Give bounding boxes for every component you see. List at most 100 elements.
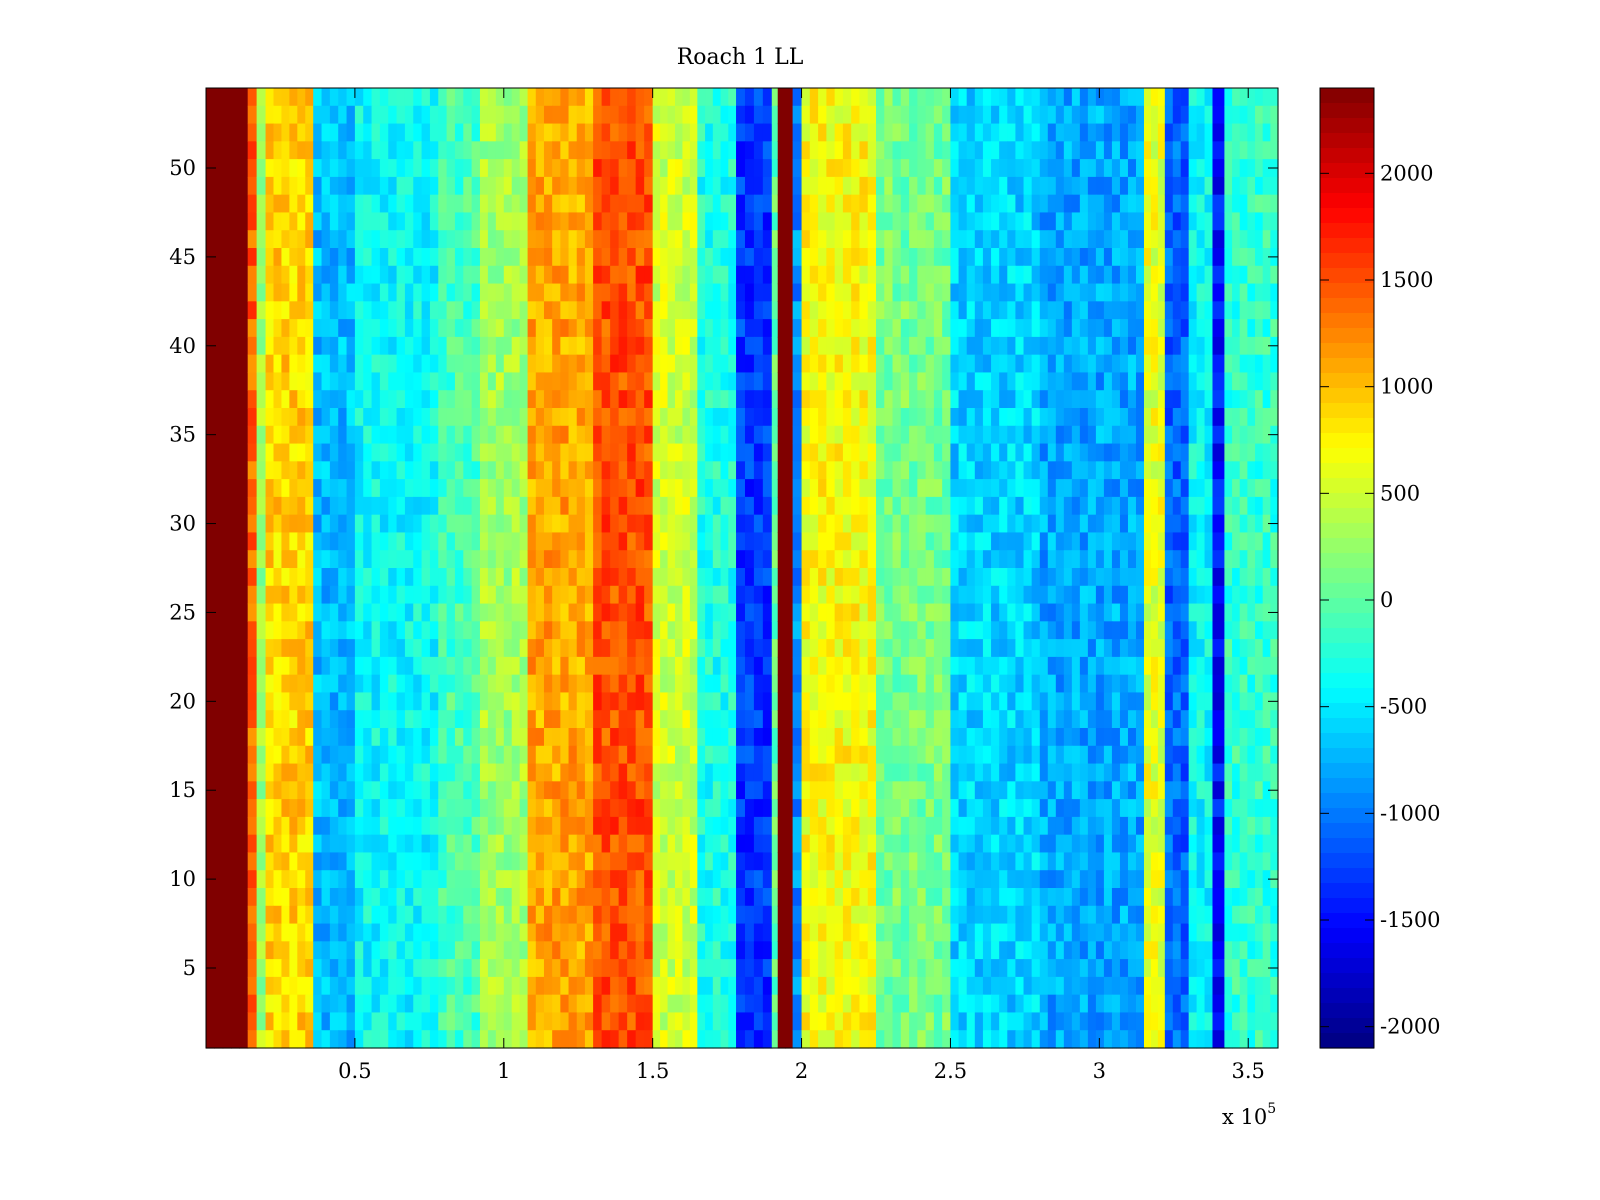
heatmap-cell: [627, 603, 637, 622]
heatmap-cell: [697, 1030, 706, 1049]
heatmap-cell: [675, 905, 684, 925]
heatmap-cell: [736, 159, 746, 178]
heatmap-cell: [884, 994, 894, 1014]
heatmap-cell: [777, 532, 786, 551]
heatmap-cell: [917, 141, 927, 160]
heatmap-cell: [527, 692, 537, 711]
heatmap-cell: [618, 976, 628, 996]
heatmap-cell: [762, 1012, 773, 1031]
heatmap-cell: [712, 88, 722, 107]
heatmap-cell: [247, 799, 258, 818]
heatmap-cell: [867, 923, 877, 942]
heatmap-cell: [329, 354, 339, 374]
heatmap-cell: [371, 301, 381, 320]
heatmap-cell: [744, 745, 755, 765]
heatmap-cell: [214, 799, 224, 818]
heatmap-cell: [991, 194, 1000, 214]
heatmap-cell: [762, 532, 773, 551]
heatmap-cell: [627, 834, 637, 854]
heatmap-cell: [297, 674, 306, 694]
heatmap-cell: [682, 283, 691, 302]
heatmap-cell: [660, 123, 669, 142]
heatmap-cell: [222, 479, 232, 498]
heatmap-cell: [627, 728, 637, 747]
heatmap-cell: [273, 1012, 283, 1031]
heatmap-cell: [689, 976, 698, 996]
heatmap-cell: [363, 105, 373, 125]
heatmap-cell: [495, 710, 505, 729]
heatmap-cell: [321, 959, 331, 978]
heatmap-cell: [909, 479, 918, 498]
heatmap-cell: [429, 976, 439, 996]
heatmap-cell: [527, 728, 537, 747]
heatmap-cell: [527, 88, 537, 107]
heatmap-cell: [543, 568, 553, 587]
heatmap-cell: [231, 905, 240, 925]
heatmap-cell: [660, 319, 669, 338]
heatmap-cell: [867, 461, 877, 480]
heatmap-cell: [966, 88, 976, 107]
heatmap-cell: [379, 354, 389, 374]
heatmap-cell: [689, 994, 698, 1014]
heatmap-cell: [652, 408, 661, 427]
heatmap-cell: [543, 105, 553, 125]
heatmap-cell: [273, 176, 283, 196]
heatmap-cell: [675, 1012, 684, 1031]
heatmap-cell: [682, 265, 691, 285]
heatmap-cell: [1023, 159, 1033, 178]
heatmap-cell: [660, 230, 669, 249]
heatmap-cell: [966, 123, 976, 142]
heatmap-cell: [265, 639, 275, 658]
heatmap-cell: [479, 425, 489, 445]
heatmap-cell: [697, 336, 706, 356]
heatmap-cell: [909, 461, 918, 480]
heatmap-cell: [610, 923, 620, 942]
heatmap-cell: [652, 354, 661, 374]
heatmap-cell: [753, 976, 764, 996]
heatmap-cell: [792, 176, 803, 196]
heatmap-cell: [222, 336, 232, 356]
heatmap-cell: [958, 159, 968, 178]
heatmap-cell: [601, 639, 611, 658]
heatmap-cell: [479, 461, 489, 480]
heatmap-cell: [354, 248, 364, 267]
heatmap-cell: [675, 514, 684, 534]
heatmap-cell: [842, 799, 852, 818]
heatmap-cell: [933, 781, 943, 800]
heatmap-cell: [321, 994, 331, 1014]
heatmap-cell: [214, 408, 224, 427]
heatmap-cell: [933, 230, 943, 249]
heatmap-cell: [771, 230, 779, 249]
heatmap-cell: [762, 443, 773, 462]
heatmap-cell: [867, 496, 877, 516]
heatmap-cell: [867, 194, 877, 214]
heatmap-cell: [231, 745, 240, 765]
heatmap-cell: [495, 692, 505, 711]
heatmap-cell: [535, 852, 545, 871]
heatmap-cell: [471, 692, 481, 711]
heatmap-cell: [660, 265, 669, 285]
heatmap-cell: [682, 248, 691, 267]
heatmap-cell: [256, 568, 267, 587]
heatmap-cell: [762, 372, 773, 391]
heatmap-cell: [876, 728, 885, 747]
heatmap-cell: [388, 1012, 398, 1031]
heatmap-cell: [884, 496, 894, 516]
heatmap-cell: [321, 852, 331, 871]
heatmap-cell: [593, 194, 603, 214]
heatmap-cell: [206, 799, 215, 818]
heatmap-cell: [974, 88, 984, 107]
heatmap-cell: [884, 852, 894, 871]
heatmap-cell: [346, 852, 356, 871]
heatmap-cell: [429, 745, 439, 765]
heatmap-cell: [712, 692, 722, 711]
heatmap-cell: [785, 283, 794, 302]
heatmap-cell: [909, 230, 918, 249]
heatmap-cell: [396, 532, 406, 551]
heatmap-cell: [900, 354, 910, 374]
heatmap-cell: [479, 230, 489, 249]
heatmap-cell: [231, 603, 240, 622]
heatmap-cell: [273, 88, 283, 107]
heatmap-cell: [705, 905, 714, 925]
heatmap-cell: [329, 390, 339, 409]
